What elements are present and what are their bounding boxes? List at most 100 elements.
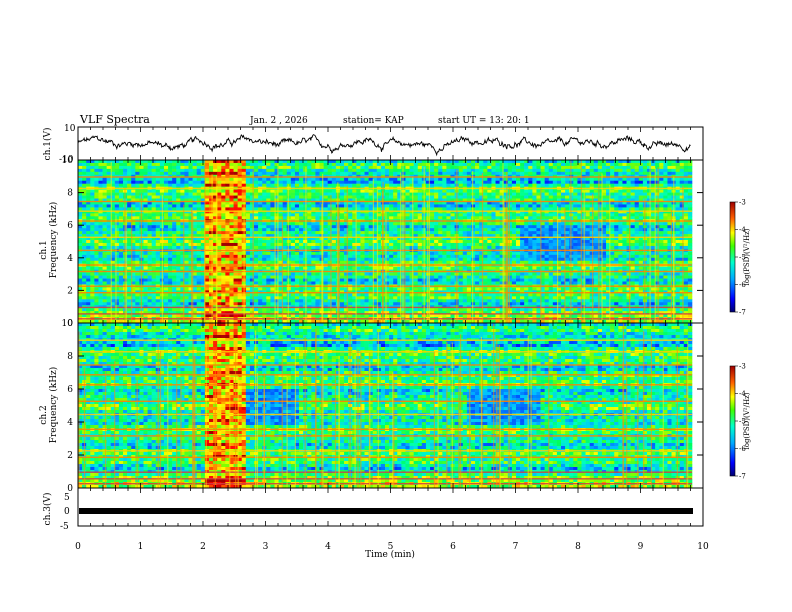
ch1-spec-cell (327, 234, 333, 238)
ch1-spec-cell (200, 204, 206, 208)
ch1-spec-cell (646, 171, 652, 176)
ch1-spec-cell (651, 216, 656, 220)
ch1-spec-cell (667, 251, 672, 256)
ch1-spec-cell (655, 213, 660, 217)
ch1-spec-cell (78, 160, 83, 164)
ch1-spec-cell (163, 177, 169, 182)
ch1-spec-cell (208, 160, 214, 164)
ch1-spec-cell (528, 228, 533, 232)
ch1-spec-cell (618, 234, 623, 238)
ch1-spec-cell (610, 198, 615, 202)
ch1-spec-cell (327, 168, 333, 173)
ch1-spec-cell (151, 254, 157, 259)
ch1-spec-cell (528, 210, 533, 214)
ch1-spec-cell (249, 171, 255, 176)
ch1-spec-cell (339, 207, 345, 211)
ch1-spec-cell (348, 180, 353, 185)
ch1-spec-cell (372, 242, 378, 247)
ch1-spec-cell (213, 216, 218, 220)
ch1-spec-cell (192, 251, 197, 256)
ch1-spec-cell (114, 201, 120, 205)
ch1-spec-cell (376, 183, 382, 187)
ch1-spec-cell (315, 192, 320, 196)
ch1-spec-cell (446, 225, 451, 229)
ch1-spec-cell (237, 231, 243, 235)
ch1-spec-cell (372, 222, 378, 226)
ch1-spec-cell (323, 237, 328, 241)
ch1-spec-cell (458, 245, 464, 250)
ch1-spec-cell (536, 231, 541, 235)
ch1-spec-cell (159, 168, 165, 173)
ch1-spec-cell (487, 192, 492, 196)
ch1-spec-cell (180, 225, 185, 229)
ch1-spec-cell (655, 225, 660, 229)
ch1-spec-cell (385, 225, 390, 229)
ch1-spec-cell (311, 240, 316, 244)
ch1-spec-cell (417, 195, 423, 199)
ch1-spec-cell (405, 160, 410, 164)
ch1-spec-cell (479, 210, 484, 214)
ch1-spec-cell (405, 234, 410, 238)
ch1-spec-cell (548, 242, 554, 247)
ch1-spec-cell (188, 183, 193, 187)
ch1-spec-cell (184, 210, 189, 214)
ch1-spec-cell (286, 160, 292, 164)
ch1-spec-cell (376, 192, 382, 196)
ch1-spec-cell (249, 222, 255, 226)
ch1-spec-cell (188, 198, 193, 202)
ch1-spec-cell (491, 210, 496, 214)
ch1-spec-cell (335, 162, 341, 167)
ch1-spec-cell (344, 192, 349, 196)
ch1-spec-cell (315, 168, 320, 173)
ch1-spec-cell (262, 189, 267, 193)
ch1-waveform-ylabel: ch.1(V) (42, 128, 53, 161)
ch1-spec-cell (143, 195, 148, 199)
ch1-spec-cell (249, 168, 255, 173)
ch1-spec-cell (319, 183, 324, 187)
ch1-spec-cell (515, 204, 521, 208)
ch1-spec-cell (208, 213, 214, 217)
ch1-spec-cell (385, 171, 390, 176)
ch1-spec-cell (651, 251, 656, 256)
ch1-spec-cell (155, 168, 161, 173)
ch1-spec-cell (450, 168, 455, 173)
ch1-spec-cell (548, 213, 554, 217)
ch1-spec-cell (294, 204, 300, 208)
ch1-spec-cell (548, 240, 554, 244)
ch1-spec-cell (241, 165, 247, 170)
ch1-spec-cell (155, 231, 161, 235)
ch1-spec-cell (385, 240, 390, 244)
ch1-spec-cell (397, 216, 402, 220)
ch1-spec-cell (176, 237, 181, 241)
ch1-spec-cell (368, 225, 374, 229)
ch1-spec-cell (118, 240, 124, 244)
ch1-spec-cell (663, 183, 668, 187)
ch1-spec-cell (172, 231, 177, 235)
ch1-spec-cell (511, 234, 517, 238)
ch1-spec-cell (225, 225, 230, 229)
ch1-spec-cell (393, 228, 398, 232)
ch1-spec-cell (143, 177, 148, 182)
ch1-spec-cell (646, 210, 652, 214)
ch1-spec-cell (364, 201, 369, 205)
ch1-spec-cell (221, 254, 226, 259)
ch1-spec-cell (479, 165, 484, 170)
ch1-spec-cell (434, 237, 439, 241)
ch1-spec-cell (638, 245, 644, 250)
ch1-spec-cell (614, 171, 619, 176)
ch1-spec-cell (184, 257, 189, 262)
ch1-spec-cell (352, 204, 357, 208)
ch1-spec-cell (687, 242, 693, 247)
ch1-spec-cell (200, 183, 206, 187)
ch1-spec-cell (290, 254, 296, 259)
ch1-spec-cell (540, 237, 545, 241)
ch1-spec-cell (462, 237, 468, 241)
ch1-spec-cell (675, 222, 681, 226)
ch1-spec-cell (376, 254, 382, 259)
ch1-spec-cell (172, 234, 177, 238)
ch1-spec-cell (176, 165, 181, 170)
ch1-spec-cell (266, 189, 271, 193)
ch1-spec-cell (475, 222, 480, 226)
ch1-spec-cell (114, 162, 120, 167)
ch1-spec-cell (626, 165, 631, 170)
